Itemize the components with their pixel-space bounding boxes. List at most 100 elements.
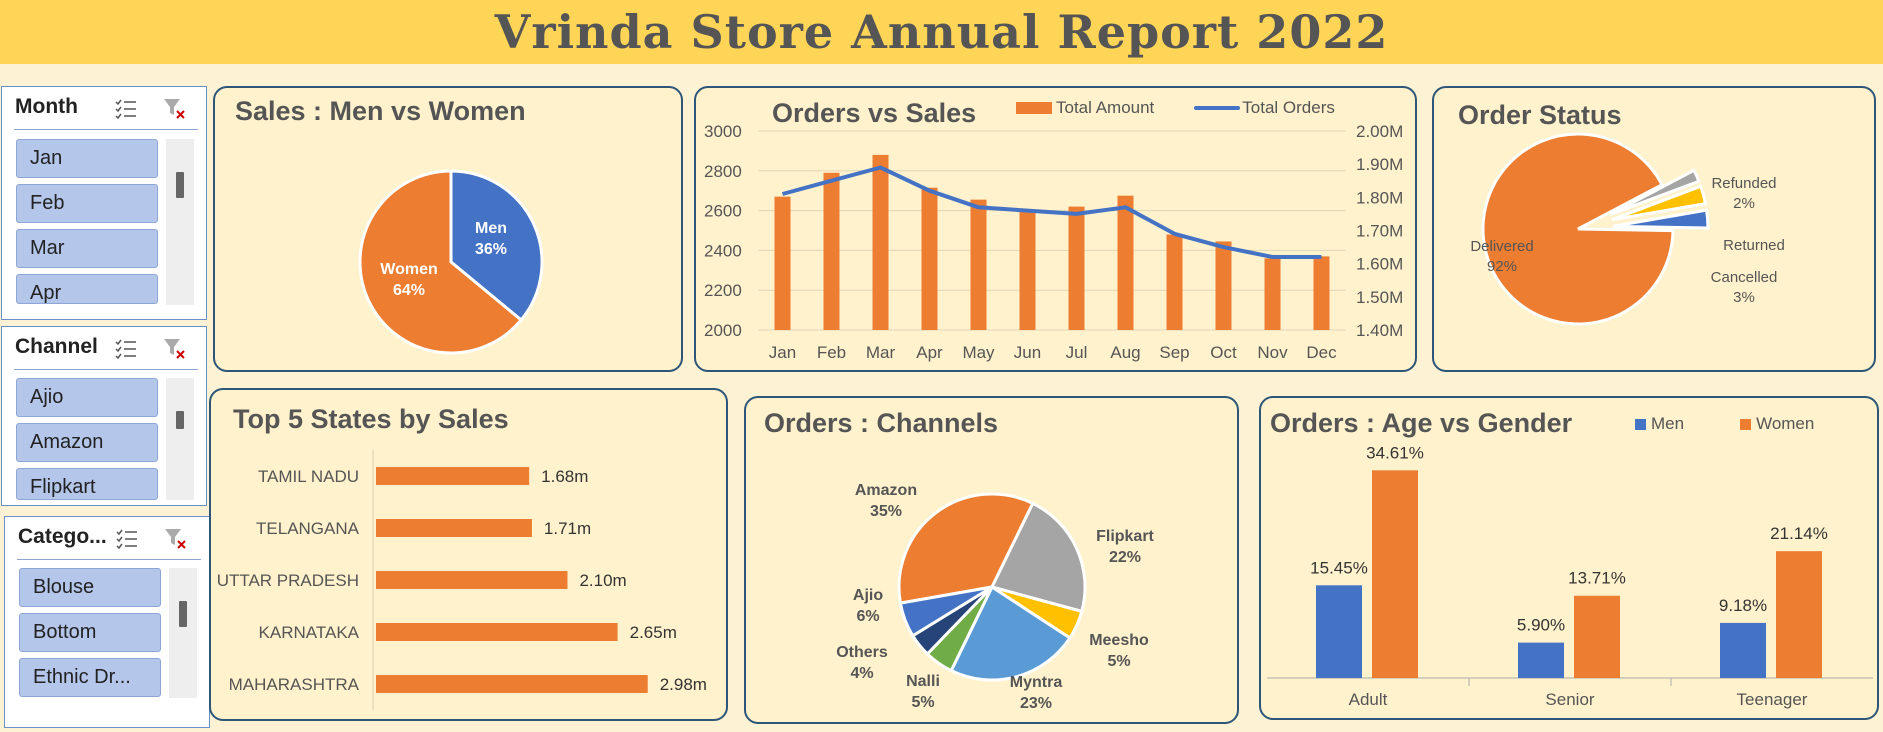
legend-swatch-women (1740, 418, 1752, 430)
bar-total-amount-may (970, 199, 987, 330)
y-tick-label: TAMIL NADU (258, 467, 359, 486)
legend-swatch-total-amount (1016, 102, 1052, 114)
pie-slice-flipkart (989, 501, 1087, 614)
pie-slice-women (358, 169, 524, 355)
pie-slice-amazon (897, 492, 1035, 605)
y-tick-label: 2000 (704, 321, 742, 340)
slicer-item-jan[interactable]: Jan (16, 139, 158, 178)
chart-title: Orders vs Sales (772, 98, 977, 128)
pie-value-ajio: 6% (856, 608, 879, 625)
category-slicer[interactable]: Catego... Blouse Bottom Ethnic Dr... (4, 516, 210, 728)
bar-total-amount-feb (823, 172, 840, 330)
y2-tick-label: 1.60M (1356, 255, 1403, 274)
x-tick-label: Sep (1159, 343, 1189, 362)
legend-label-total-amount: Total Amount (1056, 98, 1155, 117)
age-gender-panel: Orders : Age vs Gender Men Women 15.45% 3… (1259, 396, 1879, 720)
pie-slice-refunded (1609, 168, 1701, 217)
x-tick-label: Jul (1066, 343, 1088, 362)
data-label-karnataka: 2.65m (630, 623, 677, 642)
slicer-scrollbar[interactable] (169, 568, 197, 698)
x-tick-label: Nov (1257, 343, 1288, 362)
orders-vs-sales-panel: Orders vs Sales Total Amount Total Order… (694, 86, 1417, 372)
slicer-title: Catego... (18, 525, 107, 548)
scrollbar-thumb[interactable] (179, 601, 187, 627)
pie-value-delivered: 92% (1487, 258, 1517, 275)
scrollbar-thumb[interactable] (176, 411, 184, 429)
top-states-panel: Top 5 States by Sales TAMIL NADU 1.68m TEL… (209, 388, 728, 721)
report-banner: Vrinda Store Annual Report 2022 (0, 0, 1883, 64)
pie-label-women: Women (380, 261, 437, 278)
pie-label-delivered: Delivered (1470, 238, 1533, 255)
pie-value-women: 64% (393, 282, 425, 299)
x-tick-label: Teenager (1737, 690, 1808, 709)
multi-select-icon[interactable] (115, 527, 139, 551)
slicer-divider (14, 129, 198, 130)
x-tick-label: Feb (817, 343, 846, 362)
bar-total-amount-apr (921, 187, 938, 330)
bar-men-teenager (1720, 622, 1766, 678)
slicer-item-ajio[interactable]: Ajio (16, 378, 158, 417)
slicer-item-amazon[interactable]: Amazon (16, 423, 158, 462)
chart-title: Order Status (1458, 100, 1622, 130)
pie-label-ajio: Ajio (853, 587, 883, 604)
data-label-uttar-pradesh: 2.10m (579, 571, 626, 590)
y-tick-label: UTTAR PRADESH (217, 571, 359, 590)
bar-total-amount-dec (1313, 256, 1330, 330)
sales-men-women-panel: Sales : Men vs Women Men 36% Women 64% (213, 86, 683, 372)
multi-select-icon[interactable] (114, 97, 138, 121)
x-tick-label: Oct (1210, 343, 1237, 362)
pie-label-men: Men (475, 220, 507, 237)
slicer-item-feb[interactable]: Feb (16, 184, 158, 223)
data-label-men-teenager: 9.18% (1719, 596, 1767, 615)
orders-vs-sales-chart: 2000 2200 2400 2600 2800 3000 1.40M 1.50M 1.60M 1… (704, 122, 1403, 362)
pie-value-cancelled: 3% (1733, 289, 1755, 306)
slicer-divider (14, 369, 198, 370)
bar-total-amount-sep (1166, 234, 1183, 330)
pie-slice-ajio (898, 585, 993, 638)
pie-value-myntra: 23% (1020, 695, 1052, 712)
clear-filter-icon[interactable] (163, 97, 187, 121)
top-states-chart: TAMIL NADU 1.68m TELANGANA 1.71m UTTAR PRADE… (217, 450, 707, 710)
bar-telangana (376, 519, 532, 537)
clear-filter-icon[interactable] (164, 527, 188, 551)
bar-women-senior (1574, 595, 1620, 678)
slicer-title: Month (15, 95, 78, 118)
order-status-chart: Delivered 92% Refunded 2% Returned Cancelled 3… (1470, 132, 1785, 326)
scrollbar-thumb[interactable] (176, 172, 184, 198)
slicer-item-blouse[interactable]: Blouse (19, 568, 161, 607)
slicer-item-mar[interactable]: Mar (16, 229, 158, 268)
slicer-item-flipkart[interactable]: Flipkart (16, 468, 158, 500)
channel-slicer[interactable]: Channel Ajio Amazon Flipkart (1, 326, 207, 506)
data-label-tamil-nadu: 1.68m (541, 467, 588, 486)
y-tick-label: 2800 (704, 162, 742, 181)
pie-value-men: 36% (475, 241, 507, 258)
bar-total-amount-oct (1215, 241, 1232, 330)
order-status-panel: Order Status Delivered 92% Refunded 2% Retur… (1432, 86, 1876, 372)
legend-swatch-men (1635, 418, 1646, 430)
orders-channels-panel: Orders : Channels Amazon 35% Flipkart 22% Me… (744, 396, 1239, 724)
slicer-item-bottom[interactable]: Bottom (19, 613, 161, 652)
slicer-item-apr[interactable]: Apr (16, 274, 158, 304)
slicer-scrollbar[interactable] (166, 378, 194, 500)
slicer-item-ethnic-dress[interactable]: Ethnic Dr... (19, 658, 161, 697)
pie-slice-cancelled (1612, 208, 1710, 230)
slicer-scrollbar[interactable] (166, 139, 194, 305)
data-label-women-teenager: 21.14% (1770, 524, 1828, 543)
month-slicer[interactable]: Month Jan Feb Mar Apr (1, 86, 207, 320)
slicer-title: Channel (15, 335, 98, 358)
pie-label-others: Others (836, 644, 888, 661)
x-tick-label: Apr (916, 343, 943, 362)
y-tick-label: 2600 (704, 202, 742, 221)
pie-slice-delivered (1481, 132, 1675, 326)
pie-value-meesho: 5% (1107, 653, 1130, 670)
pie-label-returned: Returned (1723, 237, 1785, 254)
x-tick-label: Jun (1014, 343, 1041, 362)
pie-value-amazon: 35% (870, 503, 902, 520)
clear-filter-icon[interactable] (163, 337, 187, 361)
bar-women-teenager (1776, 551, 1822, 678)
data-label-men-senior: 5.90% (1517, 616, 1565, 635)
multi-select-icon[interactable] (114, 337, 138, 361)
bar-men-senior (1518, 642, 1564, 678)
sales-men-women-chart: Men 36% Women 64% (358, 169, 544, 355)
bar-tamil-nadu (376, 467, 530, 485)
